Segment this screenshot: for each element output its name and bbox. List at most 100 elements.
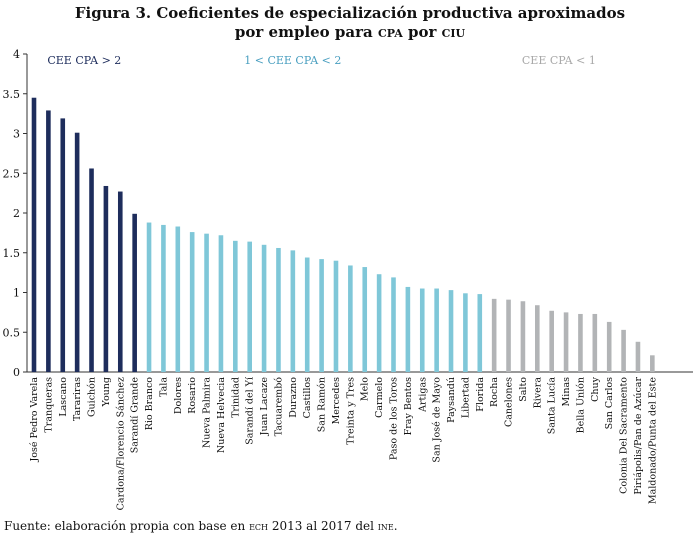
x-category-label: Piriápolis/Pan de Azúcar <box>633 377 644 495</box>
x-category-label: Libertad <box>460 377 471 418</box>
source-abbr-ech: ECH <box>249 519 268 533</box>
x-category-label: Guichón <box>87 377 98 417</box>
title-abbr-cpa: CPA <box>377 23 403 41</box>
bar <box>132 213 137 372</box>
x-category-label: Rio Branco <box>144 377 155 431</box>
bar <box>606 321 612 372</box>
x-category-label: Sarandí Grande <box>130 377 141 454</box>
x-category-label: San José de Mayo <box>432 377 443 463</box>
bar <box>376 274 382 372</box>
x-category-label: Tala <box>158 377 169 397</box>
bar <box>448 290 454 372</box>
x-category-label: Chuy <box>590 376 601 402</box>
bar <box>463 293 468 372</box>
bar <box>520 301 526 372</box>
bar <box>89 168 94 372</box>
x-category-label: San Ramón <box>317 377 328 432</box>
bar <box>161 224 166 372</box>
bar <box>405 286 411 372</box>
bar <box>563 312 569 372</box>
x-category-label: Lascano <box>58 377 69 417</box>
x-category-label: Durazno <box>288 377 299 418</box>
y-tick-label: 1.5 <box>3 247 21 260</box>
x-category-label: Sarandí del Yí <box>245 376 256 445</box>
x-category-label: José Pedro Varela <box>29 377 40 463</box>
bar <box>60 118 66 373</box>
x-category-label: Dolores <box>173 377 184 414</box>
title-text-connector: por <box>402 23 442 41</box>
x-category-label: Young <box>101 377 112 407</box>
x-category-label: Melo <box>360 377 371 401</box>
bar <box>348 265 353 372</box>
source-text-mid: 2013 al 2017 del <box>268 519 378 533</box>
x-category-label: Trinidad <box>230 377 241 418</box>
group-label: CEE CPA < 1 <box>522 54 596 67</box>
bar <box>362 267 368 372</box>
x-category-label: Nueva Palmira <box>202 377 213 448</box>
y-tick-label: 1 <box>13 287 20 300</box>
bar <box>621 329 626 372</box>
x-category-label: Tarariras <box>72 377 83 421</box>
bar <box>592 313 598 372</box>
title-abbr-ciu: CIU <box>441 23 466 41</box>
bar-chart: 0 0.5 1 1.5 2 2.5 3 3.5 4 CEE CPA > 2 1 < CEE CPA … <box>3 48 693 510</box>
source-text-end: . <box>393 519 398 533</box>
x-category-label: Paso de los Toros <box>389 377 400 460</box>
bar <box>434 288 439 372</box>
x-category-label: Maldonado/Punta del Este <box>647 377 658 505</box>
bar <box>261 244 267 372</box>
bar <box>233 240 238 372</box>
title-text: por empleo para <box>234 23 378 41</box>
x-category-label: Castillos <box>302 377 313 418</box>
x-category-label: Cardona/Florencio Sánchez <box>115 377 126 510</box>
bar <box>175 226 181 372</box>
bar <box>46 110 51 372</box>
x-category-label: Fray Bentos <box>403 377 414 435</box>
bar <box>491 298 497 372</box>
bar <box>391 277 396 372</box>
source-caption: Fuente: elaboración propia con base en E… <box>4 519 398 533</box>
y-tick-label: 0 <box>13 366 20 379</box>
bar <box>74 132 80 372</box>
bar <box>419 288 425 372</box>
y-tick-label: 0.5 <box>3 326 21 339</box>
bar <box>578 313 583 372</box>
bar <box>319 259 324 372</box>
x-category-label: Bella Unión <box>575 377 586 433</box>
x-category-label: Minas <box>561 377 572 407</box>
bar <box>117 191 123 372</box>
bar <box>189 232 195 372</box>
x-category-label: Florida <box>475 377 486 412</box>
group-label: 1 < CEE CPA < 2 <box>244 54 341 67</box>
bar <box>549 310 554 372</box>
x-category-label: Rocha <box>489 377 500 407</box>
x-category-label: Canelones <box>504 377 515 427</box>
x-category-label: Rosario <box>187 377 198 414</box>
bar <box>31 97 37 372</box>
x-category-label: Mercedes <box>331 377 342 425</box>
source-text: Fuente: elaboración propia con base en <box>4 519 250 533</box>
bar <box>204 233 209 372</box>
x-category-label: Tranqueras <box>43 377 54 433</box>
bar <box>247 241 252 372</box>
bar <box>304 257 310 372</box>
y-tick-label: 3.5 <box>3 88 21 101</box>
x-category-label: Carmelo <box>374 377 385 418</box>
group-label: CEE CPA > 2 <box>47 54 121 67</box>
x-category-label: Salto <box>518 377 529 402</box>
source-abbr-ine: INE <box>377 519 394 533</box>
y-tick-label: 4 <box>13 48 20 61</box>
figure-title-line-1: Figura 3. Coeficientes de especializació… <box>74 4 626 22</box>
x-category-label: Santa Lucía <box>547 377 558 435</box>
y-tick-label: 2 <box>13 207 20 220</box>
bar <box>650 355 655 372</box>
bar <box>333 260 339 372</box>
figure-title-line-2: por empleo para CPA por CIU <box>0 23 700 42</box>
bar <box>103 185 109 372</box>
bar <box>635 341 641 372</box>
x-category-label: Tacuarembó <box>273 377 284 437</box>
bar <box>506 299 511 372</box>
x-category-label: Artigas <box>417 377 428 413</box>
bar <box>290 250 296 372</box>
